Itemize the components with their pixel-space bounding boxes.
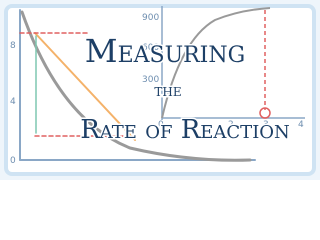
curve <box>20 10 252 162</box>
title-line: Measuring <box>85 32 245 70</box>
tick-label: 4 <box>10 97 16 107</box>
panel <box>4 4 316 176</box>
right-graph: 900 600 300 0 1 2 3 4 <box>142 6 305 130</box>
tick-label: 0 <box>10 156 16 166</box>
left-graph: 8 4 0 <box>10 9 256 166</box>
curve <box>161 7 271 119</box>
title-line: the <box>154 81 181 101</box>
tick-label: 0 <box>158 120 164 130</box>
tick-label: 3 <box>263 120 269 130</box>
marker <box>259 107 271 119</box>
tick-label: 900 <box>142 13 159 23</box>
tick-label: 8 <box>10 41 16 51</box>
title-line: Rate of Reaction <box>80 115 290 145</box>
tangent <box>34 32 136 141</box>
tick-label: 4 <box>298 120 304 130</box>
tick-label: 300 <box>142 75 159 85</box>
tick-label: 2 <box>228 120 234 130</box>
thumbnail: 8 4 0 900 600 300 0 1 2 3 4 Measuring th… <box>0 0 320 180</box>
tick-label: 600 <box>142 43 159 53</box>
page: 8 4 0 900 600 300 0 1 2 3 4 Measuring th… <box>0 0 320 180</box>
tick-label: 1 <box>193 120 199 130</box>
